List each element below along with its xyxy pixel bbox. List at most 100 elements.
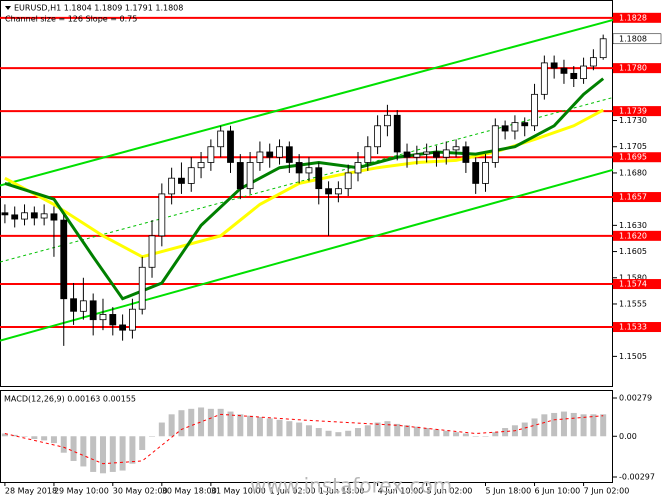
candle-body — [148, 235, 156, 268]
candle-body — [207, 146, 215, 163]
indicator-line — [0, 18, 614, 187]
candle-body — [482, 162, 489, 184]
chart-subtitle: Channel size = 126 Slope = 0.75 — [5, 15, 137, 24]
macd-bar — [570, 412, 577, 437]
candle-body — [599, 38, 607, 59]
candle-body — [413, 153, 421, 158]
candle-body — [344, 172, 352, 190]
x-tick-label: 30 May 18:00 — [162, 487, 217, 496]
candle-body — [334, 188, 342, 195]
y-tick-label: 1.1705 — [619, 142, 647, 151]
candle-body — [119, 324, 126, 331]
candle-body — [570, 72, 578, 80]
macd-bar — [217, 408, 224, 437]
x-tick-label: 30 May 02:00 — [113, 487, 168, 496]
x-tick-label: 5 Jun 02:00 — [427, 487, 473, 496]
candle-body — [30, 212, 38, 219]
macd-bar — [207, 408, 214, 437]
macd-bar — [178, 410, 185, 437]
macd-y-tick-label: 0.00 — [619, 432, 637, 441]
candle-body — [178, 177, 185, 184]
macd-bar — [453, 432, 460, 437]
level-label-box — [613, 279, 661, 290]
candle-body — [550, 62, 558, 69]
candle-body — [364, 146, 372, 163]
candle-body — [452, 146, 460, 151]
candle-body — [423, 151, 431, 155]
macd-bar — [580, 414, 587, 437]
macd-bar — [21, 436, 28, 437]
level-label: 1.1739 — [619, 107, 647, 116]
macd-bar — [286, 421, 293, 437]
candle-body — [50, 213, 58, 221]
macd-bar — [198, 407, 205, 437]
x-tick-label: 29 May 10:00 — [54, 487, 109, 496]
x-tick-label: 7 Jun 02:00 — [584, 487, 630, 496]
candle-body — [138, 266, 146, 310]
y-tick-label: 1.1505 — [619, 352, 647, 361]
macd-bar — [325, 430, 332, 437]
y-tick-label: 1.1680 — [619, 168, 647, 177]
macd-signal-line — [4, 413, 604, 465]
macd-bar — [247, 415, 254, 437]
macd-bar — [227, 411, 234, 437]
current-price-label: 1.1808 — [619, 34, 647, 43]
x-tick-label: 28 May 2018 — [5, 487, 57, 496]
macd-bar — [472, 436, 479, 437]
macd-bar — [551, 412, 558, 437]
candle-body — [187, 167, 195, 184]
macd-bar — [502, 428, 509, 437]
chart-title: EURUSD,H1 1.1804 1.1809 1.1791 1.1808 — [14, 4, 183, 13]
candle-body — [295, 162, 303, 174]
candle-body — [60, 219, 68, 300]
candle-body — [246, 162, 254, 190]
menu-triangle — [5, 6, 11, 10]
macd-bar — [531, 418, 538, 437]
macd-bar — [188, 408, 195, 437]
candle-body — [540, 62, 548, 95]
macd-bar — [462, 433, 469, 437]
level-label-box — [613, 106, 661, 117]
level-label-box — [613, 192, 661, 203]
macd-bar — [296, 422, 303, 437]
macd-bar — [590, 414, 597, 437]
macd-bar — [60, 436, 67, 453]
candle-body — [511, 122, 519, 132]
candle-body — [580, 65, 587, 80]
candle-body — [109, 314, 117, 326]
macd-bar — [129, 436, 136, 464]
level-label-box — [613, 230, 661, 241]
macd-bar — [119, 436, 126, 471]
macd-bar — [158, 422, 165, 437]
level-label-box — [613, 12, 661, 23]
macd-bar — [1, 433, 8, 437]
y-tick-label: 1.1605 — [619, 247, 647, 256]
candle-body — [168, 177, 176, 195]
candle-body — [1, 212, 9, 216]
macd-bar — [404, 425, 411, 437]
candle-body — [472, 162, 480, 184]
macd-bar — [541, 414, 548, 437]
candle-body — [158, 193, 166, 237]
candle-body — [11, 214, 19, 220]
level-label-box — [613, 152, 661, 163]
macd-bar — [149, 436, 156, 437]
macd-bar — [109, 436, 116, 472]
x-tick-label: 6 Jun 10:00 — [535, 487, 581, 496]
candle-body — [236, 162, 244, 190]
candle-body — [491, 125, 499, 163]
candle-body — [462, 146, 470, 163]
macd-bar — [394, 423, 401, 437]
macd-bar — [600, 414, 607, 437]
x-tick-label: 5 Jun 18:00 — [485, 487, 531, 496]
indicator-line — [0, 96, 614, 263]
candle-body — [40, 213, 48, 219]
x-tick-label: 4 Jun 10:00 — [378, 487, 424, 496]
candle-body — [285, 146, 293, 163]
candle-body — [217, 130, 225, 148]
x-tick-label: 1 Jun 02:00 — [270, 487, 316, 496]
level-label-box — [613, 322, 661, 333]
y-tick-label: 1.1580 — [619, 273, 647, 282]
level-label: 1.1828 — [619, 13, 647, 22]
